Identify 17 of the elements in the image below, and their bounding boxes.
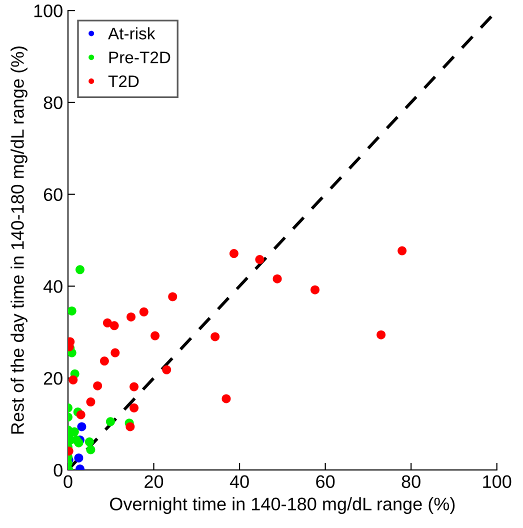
y-axis-title: Rest of the day time in 140-180 mg/dL range (%) [10,46,28,434]
y-tick-label: 20 [44,372,62,385]
y-tick-label: 100 [34,4,62,18]
x-tick-label: 20 [144,475,164,488]
x-tick-label: 80 [402,475,420,488]
y-tick-label: 0 [54,464,62,477]
legend-label: T2D [108,75,139,88]
x-tick-label: 60 [316,475,335,488]
legend-label: Pre-T2D [109,52,170,64]
y-tick-label: 80 [44,96,62,110]
legend-label: At-risk [108,27,156,40]
x-axis-title: Overnight time in 140-180 mg/dL range (%) [110,497,455,514]
x-tick-label: 0 [64,475,72,488]
x-tick-label: 100 [483,475,512,488]
x-tick-label: 40 [230,475,249,488]
y-tick-label: 40 [43,280,62,293]
y-tick-label: 60 [44,188,62,202]
